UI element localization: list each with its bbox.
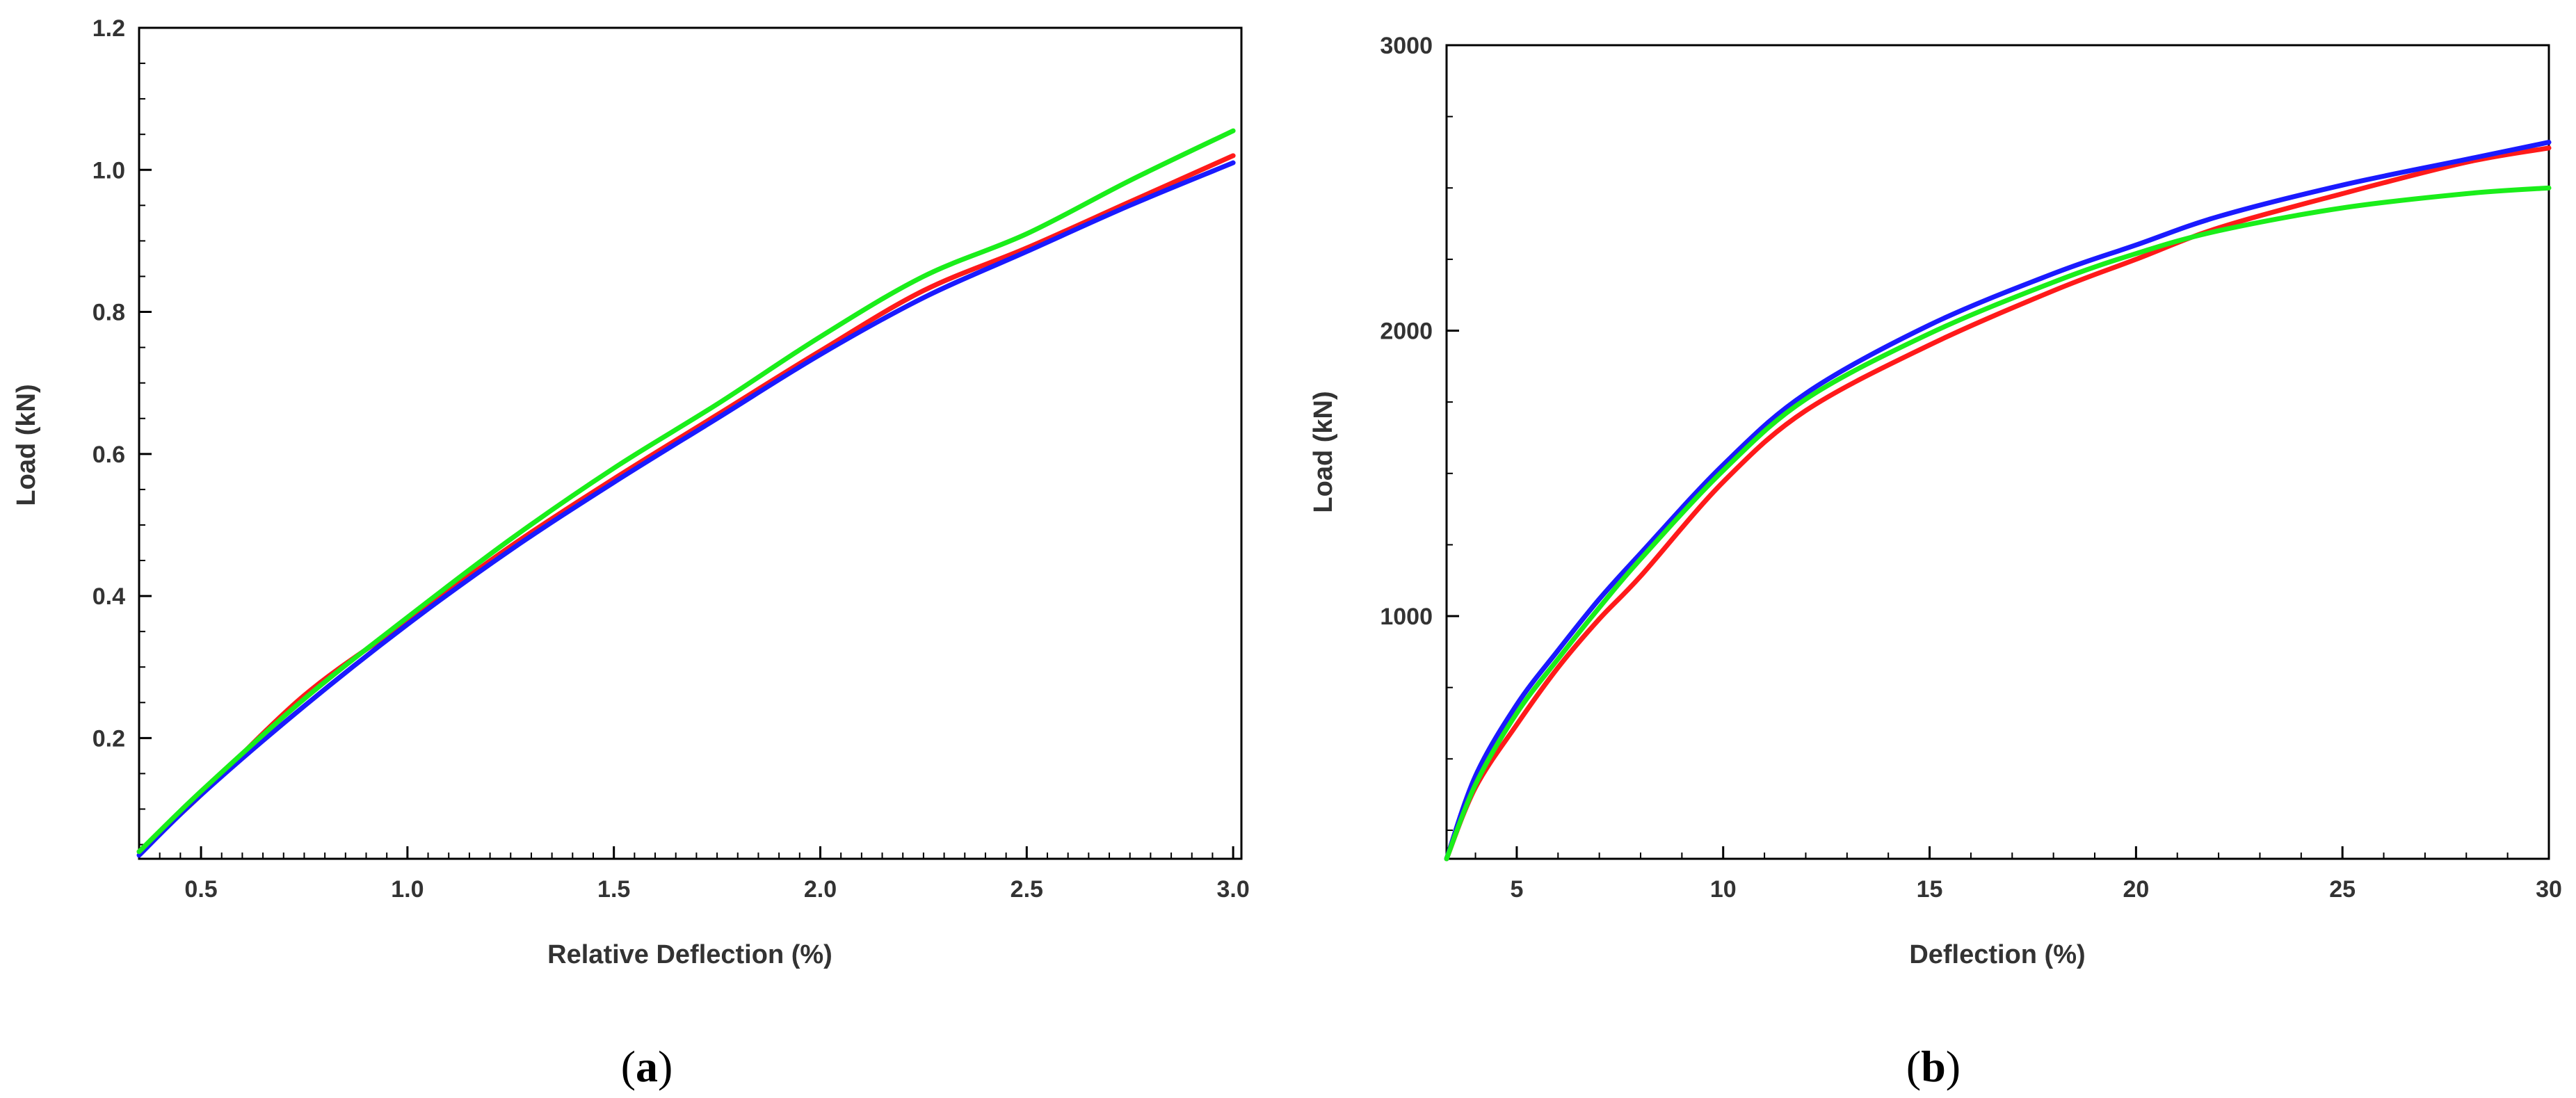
series-line-2 — [1444, 140, 2552, 862]
series-group-b — [1444, 140, 2552, 862]
axis-ticks-b: 5 10 15 20 25 30 1000 2000 3000 — [1380, 33, 2562, 903]
y-axis-label-a: Load (kN) — [12, 384, 41, 506]
panel-b: 5 10 15 20 25 30 1000 2000 3000 Deflection (%) L… — [1309, 33, 2562, 1091]
series-line-3 — [136, 128, 1236, 855]
series-line-3 — [1444, 185, 2552, 862]
x-tick-label: 0.5 — [184, 876, 217, 903]
y-tick-label: 1.0 — [92, 157, 125, 184]
y-tick-label: 1000 — [1380, 604, 1433, 630]
y-tick-label: 0.8 — [92, 300, 125, 326]
caption-letter-a: a — [636, 1042, 658, 1091]
x-tick-label: 2.5 — [1011, 876, 1043, 903]
plot-frame-b — [1445, 44, 2550, 860]
series-line-1 — [136, 153, 1236, 855]
x-tick-label: 15 — [1917, 876, 1943, 903]
x-axis-label-b: Deflection (%) — [1909, 940, 2085, 969]
x-tick-label: 3.0 — [1216, 876, 1249, 903]
y-tick-label: 0.2 — [92, 725, 125, 752]
x-tick-label: 20 — [2123, 876, 2149, 903]
axis-ticks-a: 0.5 1.0 1.5 2.0 2.5 3.0 0.2 0.4 0.6 0.8 1.0 1.2 — [92, 15, 1250, 903]
x-tick-label: 2.0 — [804, 876, 837, 903]
y-tick-label: 0.4 — [92, 583, 125, 610]
series-line-2 — [136, 160, 1236, 858]
x-tick-label: 25 — [2329, 876, 2356, 903]
plot-frame-a — [138, 26, 1243, 860]
x-tick-label: 1.5 — [597, 876, 630, 903]
x-axis-label-a: Relative Deflection (%) — [547, 940, 832, 969]
series-line-1 — [1444, 145, 2552, 862]
panel-caption-a: (a) — [621, 1042, 673, 1091]
caption-letter-b: b — [1921, 1042, 1946, 1091]
y-axis-label-b: Load (kN) — [1309, 391, 1338, 512]
panel-caption-b: (b) — [1906, 1042, 1961, 1091]
x-tick-label: 1.0 — [391, 876, 424, 903]
y-tick-label: 1.2 — [92, 15, 125, 42]
x-tick-label: 5 — [1510, 876, 1523, 903]
y-tick-label: 3000 — [1380, 33, 1433, 59]
y-tick-label: 2000 — [1380, 318, 1433, 345]
series-group-a — [136, 128, 1236, 858]
x-tick-label: 10 — [1710, 876, 1737, 903]
panel-a: 0.5 1.0 1.5 2.0 2.5 3.0 0.2 0.4 0.6 0.8 1.0 1.2 Rel… — [12, 15, 1250, 1091]
x-tick-label: 30 — [2536, 876, 2562, 903]
y-tick-label: 0.6 — [92, 442, 125, 468]
